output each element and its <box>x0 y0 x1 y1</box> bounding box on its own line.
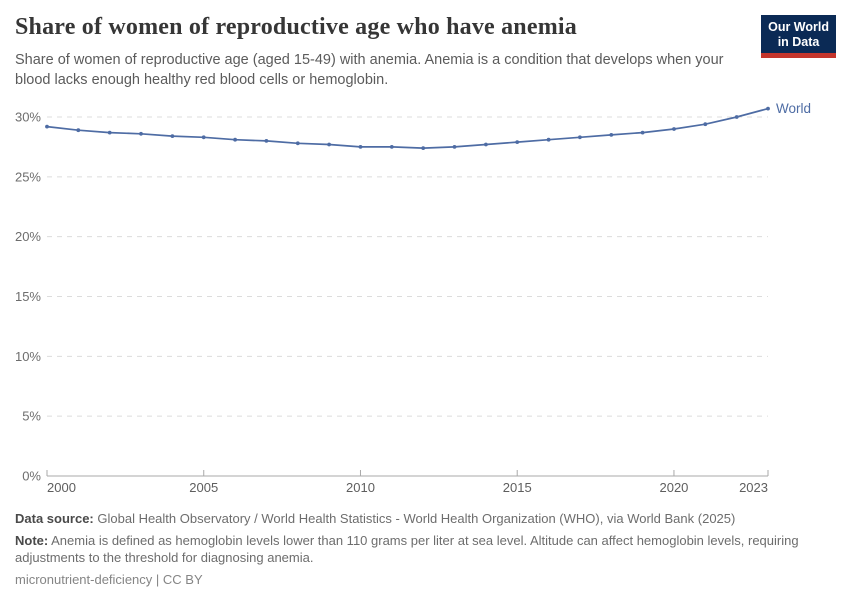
data-point[interactable] <box>609 133 614 137</box>
data-point[interactable] <box>640 130 645 135</box>
anemia-line-chart[interactable]: 0% 5% 10% 15% 20% 25% 30% 2000 2005 2010 2015 2020 2… <box>0 0 850 505</box>
data-point[interactable] <box>766 106 770 111</box>
data-point[interactable] <box>484 142 488 147</box>
y-axis-tick-label: 15% <box>15 289 41 304</box>
y-axis-tick-label: 30% <box>15 110 41 125</box>
chart-subtitle: Share of women of reproductive age (aged… <box>15 52 724 88</box>
owid-logo[interactable]: Our World in Data <box>761 15 836 58</box>
x-axis-tick-label: 2010 <box>346 480 375 495</box>
series-end-label[interactable]: World <box>776 101 811 116</box>
y-axis-tick-label: 5% <box>22 409 41 424</box>
data-point[interactable] <box>45 124 49 129</box>
data-point[interactable] <box>139 131 143 136</box>
data-point[interactable] <box>578 135 582 140</box>
data-point[interactable] <box>389 145 394 149</box>
world-series-line[interactable] <box>46 107 769 149</box>
slug-link[interactable]: micronutrient-deficiency <box>15 572 153 587</box>
license-line: micronutrient-deficiency | CC BY <box>15 571 835 588</box>
data-point[interactable] <box>295 141 300 146</box>
y-axis-tick-label: 10% <box>15 349 41 364</box>
data-point[interactable] <box>515 140 520 145</box>
separator: | <box>155 572 160 587</box>
data-point[interactable] <box>703 122 708 127</box>
x-axis-tick-label: 2023 <box>739 480 768 495</box>
owid-logo-line2: in Data <box>777 35 820 49</box>
data-source-text: Global Health Observatory / World Health… <box>97 511 736 526</box>
owid-logo-line1: Our World <box>768 20 829 34</box>
license-link[interactable]: CC BY <box>162 572 203 587</box>
note-line: Note: Anemia is defined as hemoglobin le… <box>15 532 835 566</box>
data-point[interactable] <box>201 135 206 140</box>
chart-header-text: Share of women of reproductive age who h… <box>15 13 761 90</box>
x-axis-tick-label: 2015 <box>503 480 532 495</box>
x-axis-tick-label: 2005 <box>189 480 218 495</box>
page-title: Share of women of reproductive age who h… <box>15 14 577 40</box>
data-point[interactable] <box>672 127 676 131</box>
data-point[interactable] <box>264 139 269 143</box>
y-axis-tick-label: 20% <box>15 229 41 244</box>
y-axis-tick-label: 25% <box>15 169 41 184</box>
data-point[interactable] <box>734 115 739 119</box>
data-source-line: Data source: Global Health Observatory /… <box>15 510 835 527</box>
note-text: Anemia is defined as hemoglobin levels l… <box>15 533 799 565</box>
data-point[interactable] <box>358 145 363 149</box>
chart-footer: Data source: Global Health Observatory /… <box>15 510 835 593</box>
x-axis-tick-label: 2020 <box>659 480 688 495</box>
chart-header: Share of women of reproductive age who h… <box>0 0 850 90</box>
data-point[interactable] <box>452 145 457 149</box>
data-point[interactable] <box>233 137 238 142</box>
data-point[interactable] <box>421 146 426 151</box>
data-point[interactable] <box>76 128 81 133</box>
y-axis-tick-label: 0% <box>22 469 41 484</box>
data-point[interactable] <box>546 137 551 142</box>
x-axis-tick-label: 2000 <box>47 480 76 495</box>
data-source-label: Data source: <box>15 511 94 526</box>
data-point[interactable] <box>327 142 331 147</box>
note-label: Note: <box>15 533 49 548</box>
data-point[interactable] <box>170 134 175 139</box>
data-point[interactable] <box>107 130 112 135</box>
